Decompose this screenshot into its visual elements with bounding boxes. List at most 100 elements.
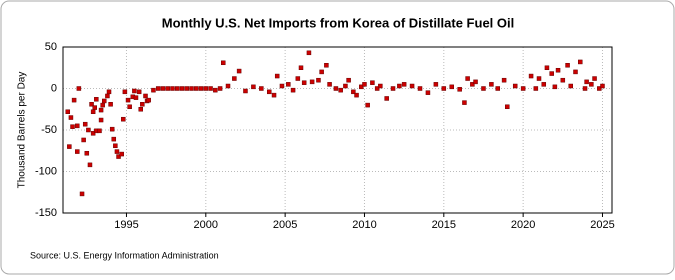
- point: [343, 83, 348, 89]
- point: [324, 63, 329, 68]
- point: [582, 86, 588, 91]
- point: [179, 86, 185, 91]
- point: [473, 79, 478, 85]
- point: [338, 87, 343, 93]
- point: [309, 79, 315, 85]
- point: [267, 89, 272, 95]
- point: [89, 102, 94, 107]
- point: [194, 86, 199, 91]
- point: [213, 87, 218, 93]
- point: [98, 117, 104, 123]
- point: [132, 88, 137, 94]
- point: [457, 87, 462, 92]
- point: [102, 98, 107, 104]
- point: [306, 50, 312, 56]
- x-tick-label: 1995: [114, 219, 138, 231]
- point: [425, 90, 431, 95]
- y-tick-label: -50: [41, 124, 57, 136]
- point: [295, 76, 301, 81]
- point: [378, 83, 383, 89]
- point: [121, 116, 126, 122]
- point: [533, 86, 539, 91]
- point: [298, 65, 304, 70]
- point: [236, 68, 242, 74]
- point: [592, 76, 597, 81]
- point: [225, 83, 231, 89]
- point: [409, 83, 415, 89]
- point: [116, 154, 121, 159]
- point: [279, 83, 285, 89]
- point: [165, 86, 170, 91]
- y-tick-label: -100: [35, 165, 57, 177]
- point: [203, 86, 209, 91]
- point: [568, 83, 573, 89]
- point: [286, 82, 291, 87]
- point: [370, 80, 375, 85]
- point: [232, 76, 237, 81]
- point: [271, 92, 277, 98]
- point: [71, 97, 77, 103]
- point: [397, 83, 402, 89]
- point: [90, 109, 96, 114]
- point: [217, 86, 223, 91]
- point: [65, 109, 71, 114]
- x-tick-label: 2010: [352, 219, 376, 231]
- point: [441, 86, 447, 91]
- x-tick-label: 2025: [590, 219, 614, 231]
- point: [151, 87, 156, 93]
- point: [589, 82, 594, 87]
- point: [597, 86, 602, 91]
- point: [449, 84, 454, 90]
- point: [160, 86, 166, 91]
- point: [184, 86, 190, 91]
- point: [565, 63, 570, 68]
- point: [105, 93, 110, 99]
- point: [316, 77, 321, 83]
- point: [327, 82, 332, 87]
- point: [501, 77, 507, 83]
- point: [100, 102, 105, 108]
- point: [365, 102, 370, 108]
- point: [75, 123, 80, 129]
- point: [143, 93, 148, 99]
- point: [520, 86, 526, 91]
- point: [67, 144, 72, 149]
- point: [489, 82, 494, 87]
- plot-area: [62, 46, 613, 214]
- point: [114, 149, 120, 154]
- point: [198, 86, 204, 91]
- point: [174, 86, 180, 91]
- point: [600, 83, 605, 89]
- point: [536, 76, 542, 81]
- x-tick-label: 2005: [273, 219, 297, 231]
- point: [221, 60, 226, 66]
- point: [584, 79, 589, 85]
- point: [243, 88, 248, 94]
- point: [505, 104, 510, 110]
- point: [70, 124, 75, 129]
- point: [578, 59, 583, 65]
- point: [113, 143, 118, 149]
- point: [86, 127, 91, 133]
- point: [109, 126, 115, 132]
- point: [90, 131, 96, 136]
- point: [97, 128, 102, 134]
- point: [274, 73, 280, 79]
- point: [417, 86, 423, 91]
- point: [138, 107, 143, 112]
- point: [528, 73, 534, 79]
- point: [301, 80, 307, 85]
- point: [122, 89, 128, 95]
- point: [433, 82, 439, 87]
- y-tick-label: 0: [51, 82, 57, 94]
- point: [544, 65, 550, 70]
- point: [84, 150, 90, 156]
- y-tick-label: 50: [45, 41, 57, 53]
- point: [140, 102, 145, 107]
- point: [374, 86, 380, 91]
- point: [76, 86, 82, 91]
- y-tick-label: -150: [35, 207, 57, 219]
- point: [68, 115, 74, 120]
